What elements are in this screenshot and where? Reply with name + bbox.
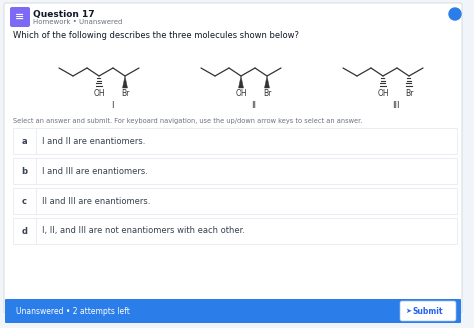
Circle shape bbox=[449, 8, 461, 20]
Text: Homework • Unanswered: Homework • Unanswered bbox=[33, 19, 122, 25]
Text: a: a bbox=[22, 136, 27, 146]
Text: OH: OH bbox=[377, 89, 389, 98]
FancyBboxPatch shape bbox=[4, 3, 462, 313]
Text: Question 17: Question 17 bbox=[33, 10, 95, 18]
Text: c: c bbox=[22, 196, 27, 206]
Text: II: II bbox=[252, 101, 256, 110]
Text: Which of the following describes the three molecules shown below?: Which of the following describes the thr… bbox=[13, 31, 299, 39]
Text: Submit: Submit bbox=[413, 306, 443, 316]
FancyBboxPatch shape bbox=[5, 299, 461, 323]
FancyBboxPatch shape bbox=[10, 7, 30, 27]
Text: II and III are enantiomers.: II and III are enantiomers. bbox=[42, 196, 150, 206]
FancyBboxPatch shape bbox=[400, 301, 456, 321]
Text: d: d bbox=[21, 227, 27, 236]
Text: Br: Br bbox=[405, 89, 413, 98]
Text: ➤: ➤ bbox=[405, 308, 411, 314]
Text: Unanswered • 2 attempts left: Unanswered • 2 attempts left bbox=[16, 306, 130, 316]
Text: III: III bbox=[392, 101, 400, 110]
Polygon shape bbox=[238, 76, 244, 88]
Text: Br: Br bbox=[263, 89, 271, 98]
FancyBboxPatch shape bbox=[13, 158, 457, 184]
Text: ≡: ≡ bbox=[15, 12, 25, 22]
Text: I: I bbox=[111, 101, 113, 110]
Text: OH: OH bbox=[93, 89, 105, 98]
Text: I and III are enantiomers.: I and III are enantiomers. bbox=[42, 167, 148, 175]
FancyBboxPatch shape bbox=[13, 218, 457, 244]
Text: Select an answer and submit. For keyboard navigation, use the up/down arrow keys: Select an answer and submit. For keyboar… bbox=[13, 118, 363, 124]
Text: b: b bbox=[21, 167, 27, 175]
FancyBboxPatch shape bbox=[13, 128, 457, 154]
Text: OH: OH bbox=[235, 89, 247, 98]
Polygon shape bbox=[122, 76, 128, 88]
Polygon shape bbox=[264, 76, 270, 88]
Text: I and II are enantiomers.: I and II are enantiomers. bbox=[42, 136, 146, 146]
FancyBboxPatch shape bbox=[13, 188, 457, 214]
Text: Br: Br bbox=[121, 89, 129, 98]
Text: I, II, and III are not enantiomers with each other.: I, II, and III are not enantiomers with … bbox=[42, 227, 245, 236]
